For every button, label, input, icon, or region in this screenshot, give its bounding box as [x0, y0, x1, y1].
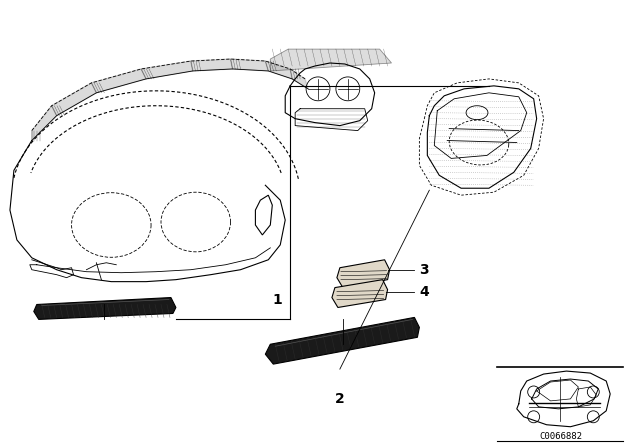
Polygon shape: [270, 49, 392, 71]
Polygon shape: [290, 69, 308, 89]
Polygon shape: [34, 297, 176, 319]
Polygon shape: [332, 280, 388, 307]
Polygon shape: [266, 318, 419, 364]
Polygon shape: [266, 61, 292, 79]
Text: 4: 4: [419, 284, 429, 298]
Polygon shape: [52, 83, 97, 116]
Text: 3: 3: [419, 263, 429, 277]
Polygon shape: [141, 61, 193, 79]
Text: C0066882: C0066882: [539, 432, 582, 441]
Polygon shape: [191, 59, 232, 71]
Polygon shape: [32, 106, 57, 141]
Polygon shape: [337, 260, 390, 288]
Polygon shape: [230, 59, 268, 71]
Text: 1: 1: [273, 293, 282, 306]
Text: 2: 2: [335, 392, 345, 406]
Polygon shape: [92, 69, 146, 93]
